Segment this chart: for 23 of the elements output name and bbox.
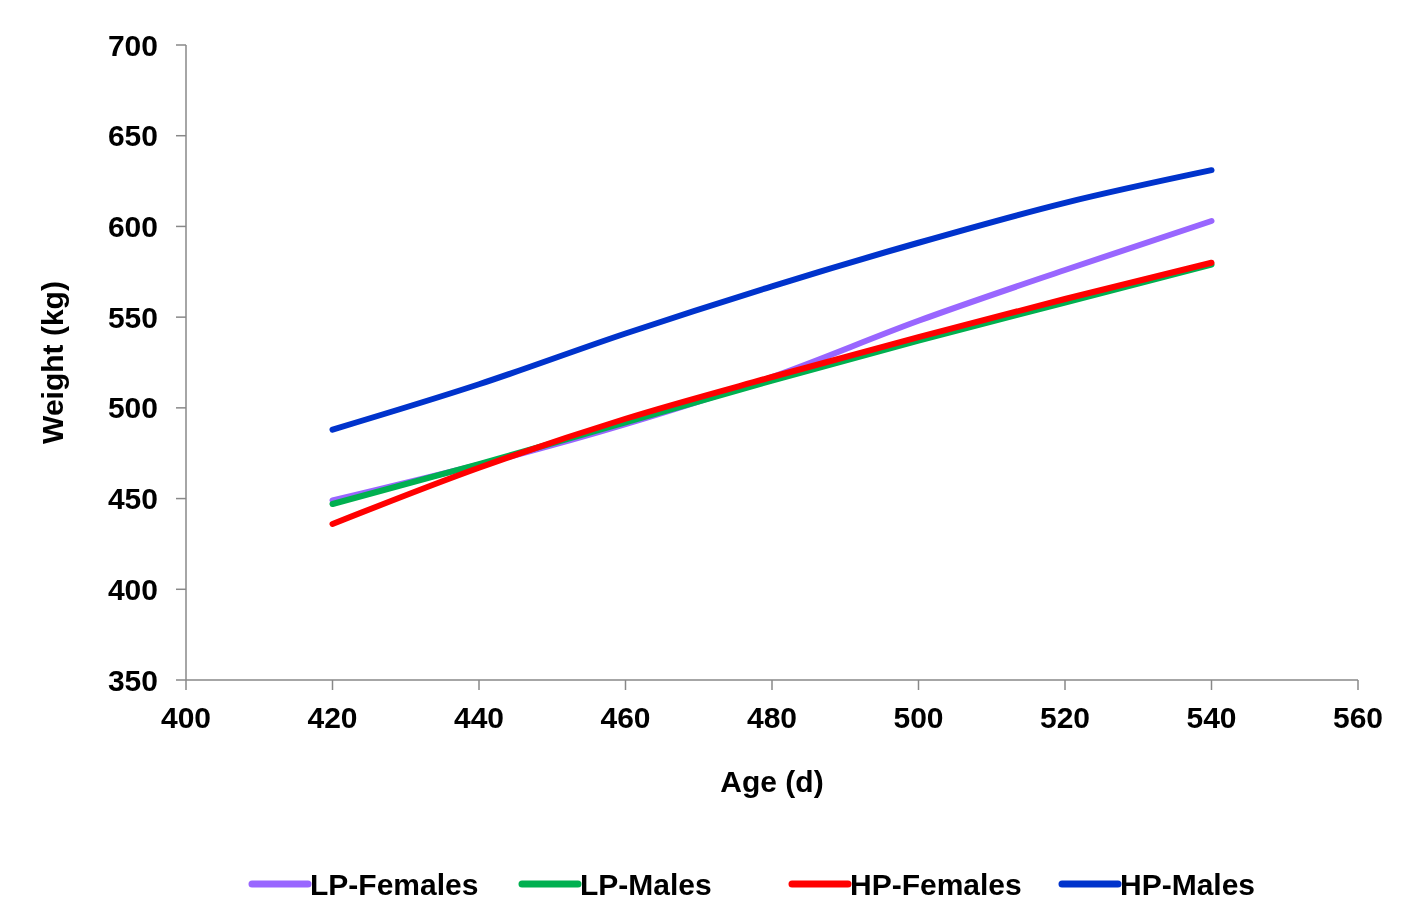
x-tick-label: 480: [746, 701, 798, 734]
x-tick-label: 500: [893, 701, 944, 734]
x-axis-title: Age (d): [720, 765, 824, 798]
x-tick-label: 560: [1332, 701, 1384, 734]
y-tick-label: 700: [107, 28, 158, 62]
x-tick-label: 440: [453, 701, 505, 734]
x-tick-label: 420: [307, 701, 358, 734]
y-tick-label: 650: [107, 119, 158, 153]
x-tick-label: 520: [1039, 701, 1091, 734]
y-tick-label: 350: [107, 663, 158, 697]
legend-label: HP-Females: [850, 867, 1022, 901]
y-tick-label: 400: [107, 572, 158, 606]
y-tick-label: 450: [107, 482, 158, 516]
y-tick-label: 500: [107, 391, 158, 425]
legend-label: LP-Males: [580, 867, 712, 901]
legend-label: HP-Males: [1120, 867, 1256, 901]
x-tick-label: 400: [160, 701, 212, 734]
x-tick-label: 460: [600, 701, 651, 734]
y-tick-label: 600: [107, 209, 158, 243]
x-tick-label: 540: [1186, 701, 1237, 734]
y-tick-label: 550: [107, 300, 158, 334]
y-axis-title: Weight (kg): [36, 281, 69, 444]
legend-label: LP-Females: [310, 867, 479, 901]
